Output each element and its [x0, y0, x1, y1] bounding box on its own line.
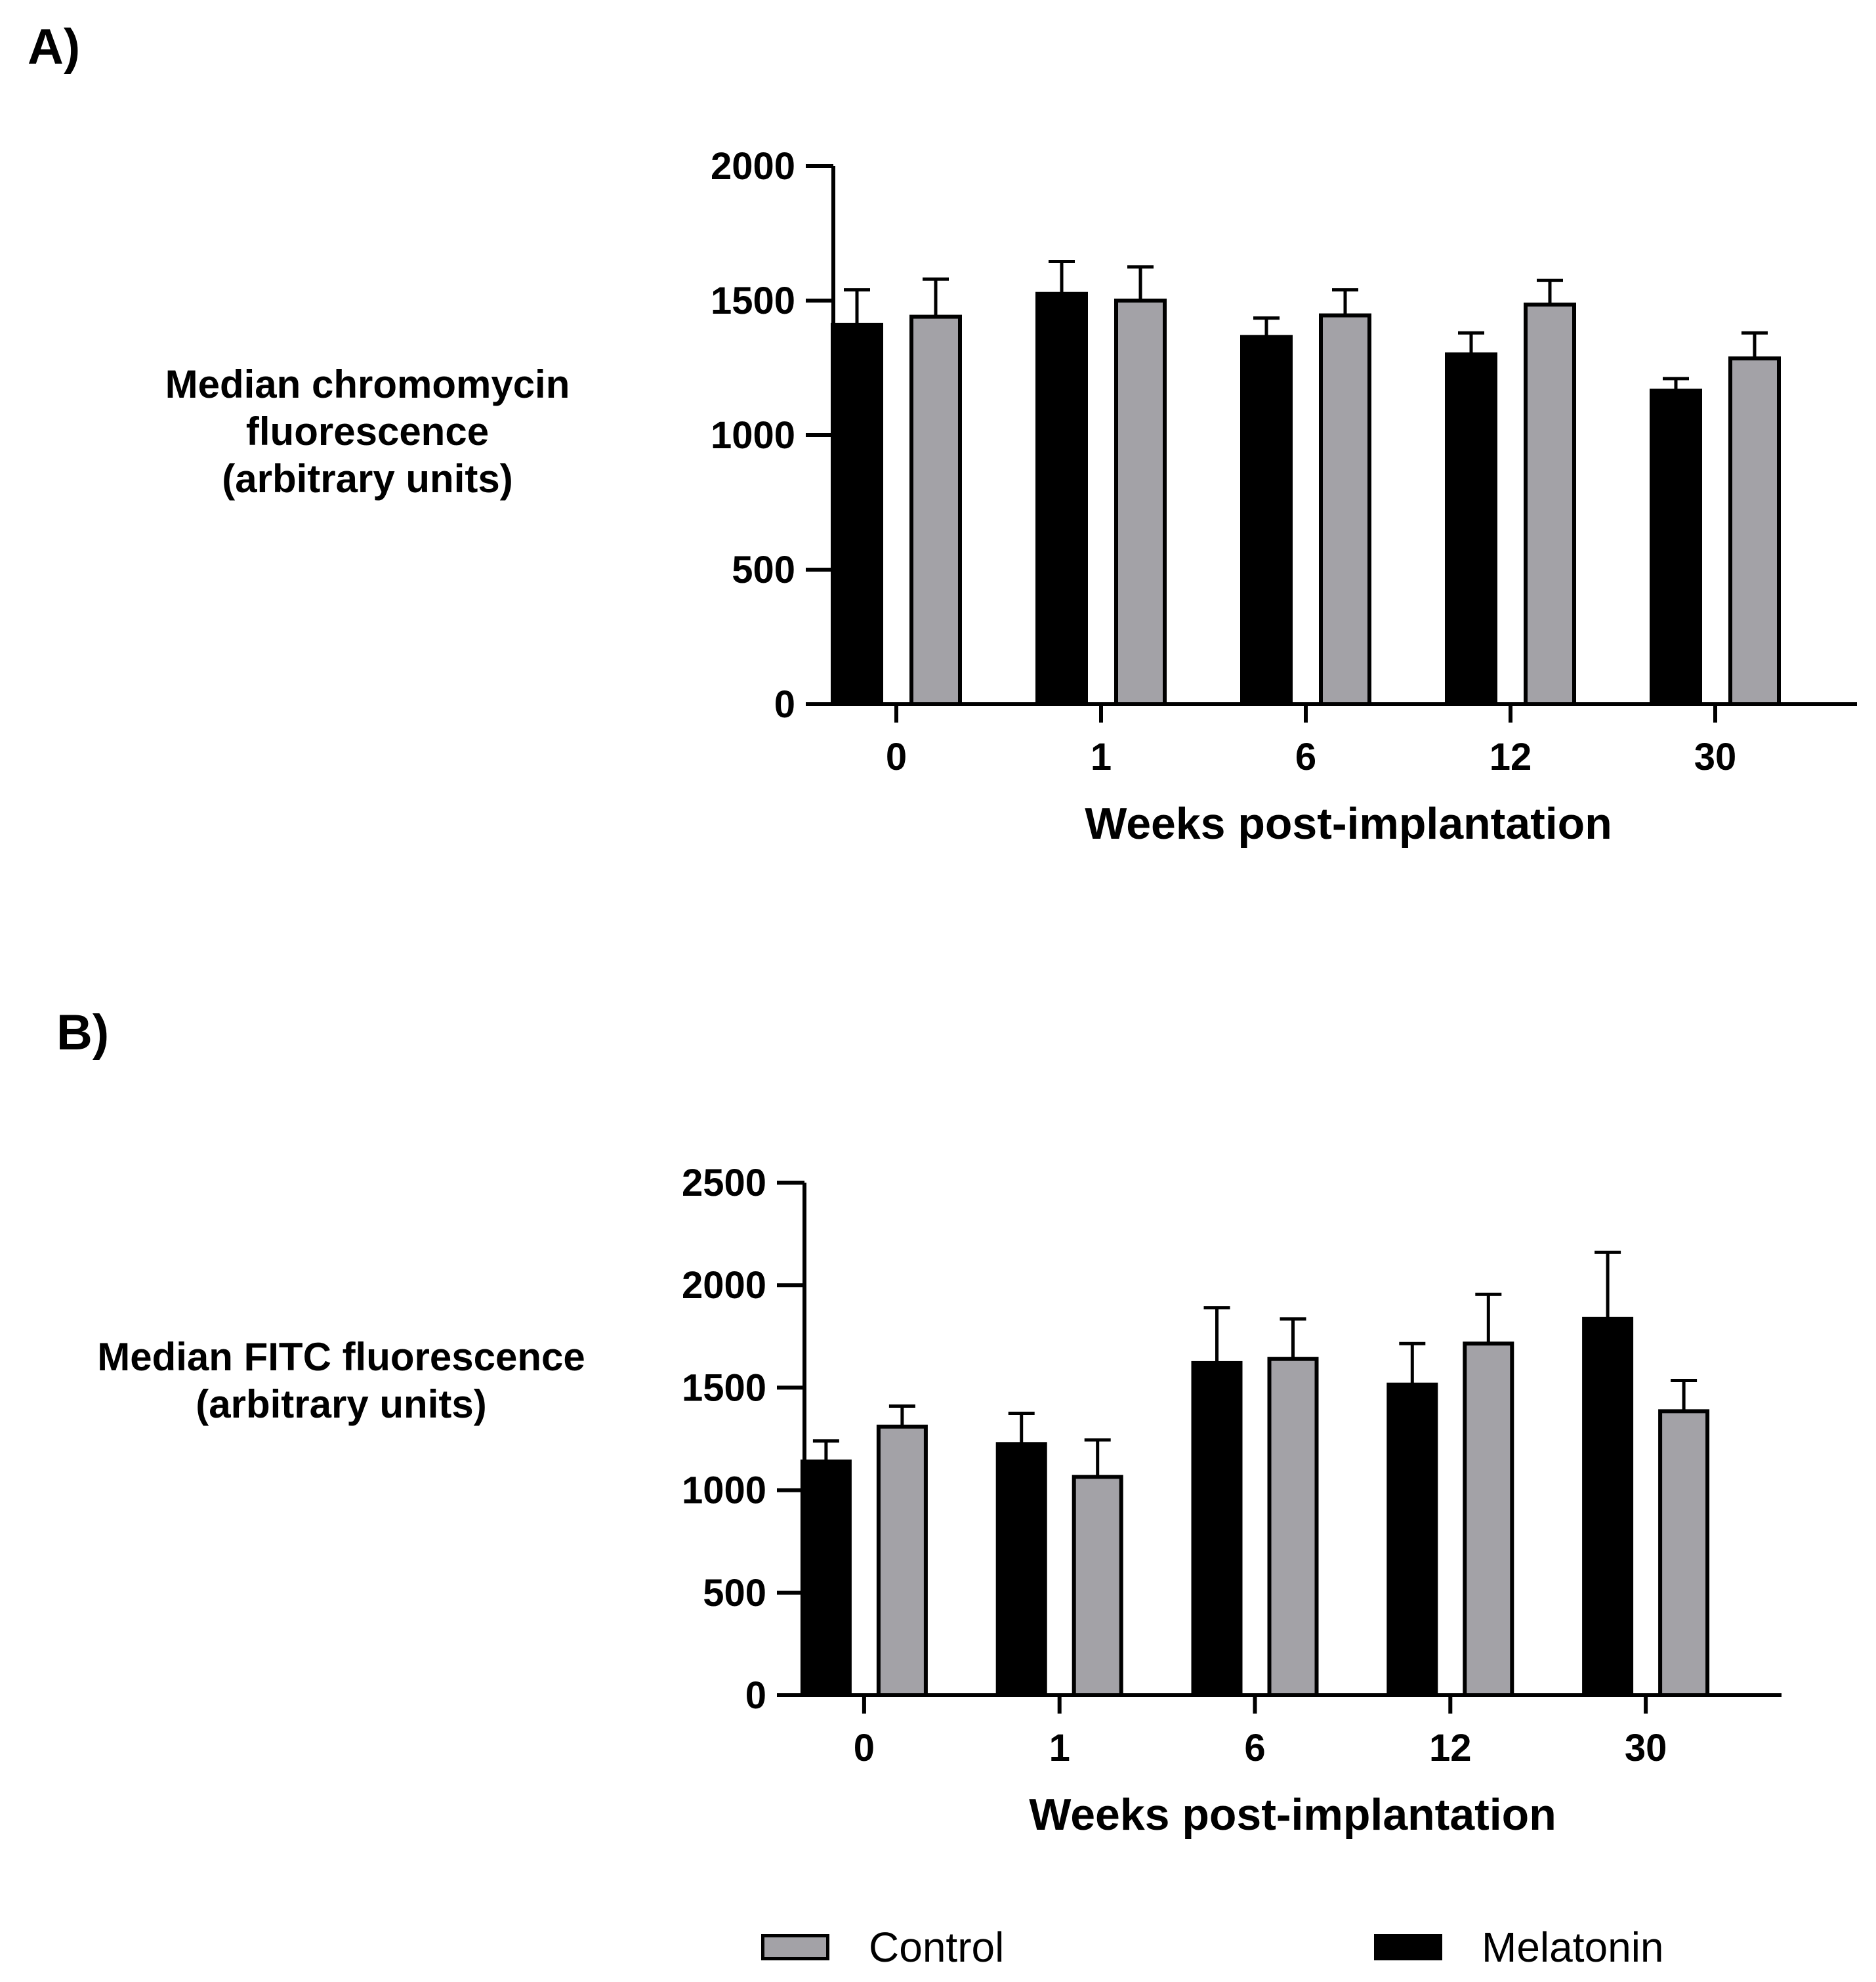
chart-b-bar-melatonin: [995, 1442, 1047, 1698]
chart-a-x-axis-title: Weeks post-implantation: [1085, 799, 1612, 849]
chart-b-bar-melatonin: [800, 1459, 852, 1697]
legend-item-melatonin: Melatonin: [1374, 1923, 1664, 1971]
chart-a-y-tick-label: 2000: [711, 145, 795, 188]
chart-a-bar-melatonin: [1650, 389, 1702, 706]
legend-swatch-control: [761, 1934, 829, 1960]
chart-a: 0 500 1000 1500 2000 0 1 6 12 30 Weeks post-implan…: [711, 145, 1857, 849]
panel-a-ylabel-line-3: (arbitrary units): [222, 457, 513, 501]
chart-a-y-tick-label: 0: [774, 683, 795, 726]
chart-b-y-tick-label: 2500: [682, 1162, 766, 1204]
chart-b-bar-control: [876, 1424, 928, 1698]
panel-a-label: A): [28, 19, 81, 75]
chart-b-bar-melatonin: [1582, 1317, 1634, 1697]
chart-b-x-tick-label: 6: [1244, 1727, 1265, 1769]
chart-a-y-tick-label: 500: [732, 549, 795, 591]
chart-a-bar-melatonin: [831, 322, 883, 706]
legend-label-control: Control: [869, 1924, 1005, 1971]
chart-b-y-tick-label: 1500: [682, 1366, 766, 1409]
legend-label-melatonin: Melatonin: [1482, 1924, 1664, 1971]
chart-b-x-tick-label: 0: [854, 1727, 875, 1769]
legend-swatch-melatonin: [1374, 1934, 1442, 1960]
chart-a-bar-control: [1728, 356, 1781, 706]
legend: Control Melatonin: [0, 1923, 1876, 1982]
chart-a-x-tick-label: 1: [1091, 736, 1112, 778]
chart-a-bar-control: [1524, 303, 1576, 706]
chart-b-y-tick-label: 0: [745, 1674, 766, 1717]
chart-a-bar-melatonin: [1035, 291, 1088, 706]
chart-b-y-tick-label: 2000: [682, 1264, 766, 1307]
chart-a-bar-control: [1114, 299, 1167, 706]
chart-b-y-tick-label: 500: [703, 1572, 766, 1614]
panel-b-ylabel-line-1: Median FITC fluorescence: [97, 1335, 585, 1379]
chart-b-x-tick-label: 12: [1429, 1727, 1472, 1769]
chart-b-bar-melatonin: [1386, 1382, 1438, 1698]
chart-a-x-tick-label: 12: [1490, 736, 1532, 778]
chart-a-x-tick-label: 30: [1694, 736, 1737, 778]
chart-b-bar-melatonin: [1191, 1360, 1243, 1698]
chart-b-bar-control: [1463, 1341, 1514, 1697]
panel-b-ylabel: Median FITC fluorescence (arbitrary unit…: [26, 1334, 656, 1428]
chart-a-bar-control: [909, 314, 962, 707]
panel-b-label: B): [56, 1005, 110, 1061]
panel-a-ylabel-line-2: fluorescence: [245, 410, 490, 453]
chart-a-y-tick-label: 1000: [711, 414, 795, 457]
chart-a-bar-melatonin: [1445, 352, 1497, 706]
chart-b-bar-control: [1267, 1357, 1319, 1698]
chart-a-x-tick-label: 0: [886, 736, 907, 778]
chart-b-bar-control: [1072, 1475, 1123, 1697]
panel-a-ylabel-line-1: Median chromomycin: [165, 362, 570, 406]
panel-a-ylabel: Median chromomycin fluorescence (arbitra…: [85, 361, 650, 503]
chart-b-x-axis-title: Weeks post-implantation: [1029, 1790, 1556, 1840]
panel-b-ylabel-line-2: (arbitrary units): [196, 1382, 487, 1426]
chart-b-bar-control: [1658, 1409, 1710, 1697]
chart-b-x-tick-label: 30: [1625, 1727, 1667, 1769]
chart-b-x-tick-label: 1: [1049, 1727, 1070, 1769]
legend-item-control: Control: [761, 1923, 1004, 1971]
chart-b-y-tick-label: 1000: [682, 1469, 766, 1512]
chart-a-x-tick-label: 6: [1295, 736, 1316, 778]
chart-a-y-tick-label: 1500: [711, 280, 795, 322]
